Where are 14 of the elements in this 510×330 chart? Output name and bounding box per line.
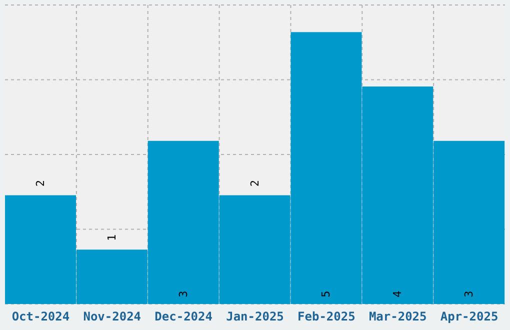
data-label: 4 — [391, 290, 404, 298]
x-tick-label: Oct-2024 — [12, 310, 70, 324]
data-label: 1 — [105, 234, 118, 241]
x-tick-label: Jan-2025 — [226, 310, 284, 324]
data-label: 2 — [248, 180, 262, 187]
data-label: 3 — [176, 290, 190, 298]
x-tick-label: Apr-2025 — [440, 310, 498, 324]
x-tick-label: Nov-2024 — [83, 310, 142, 324]
x-tick-label: Mar-2025 — [368, 310, 427, 324]
x-tick-label: Feb-2025 — [298, 310, 356, 324]
x-tick-label: Dec-2024 — [154, 310, 212, 324]
data-label: 5 — [320, 290, 333, 298]
data-label: 2 — [34, 180, 47, 187]
data-label: 3 — [462, 290, 476, 298]
